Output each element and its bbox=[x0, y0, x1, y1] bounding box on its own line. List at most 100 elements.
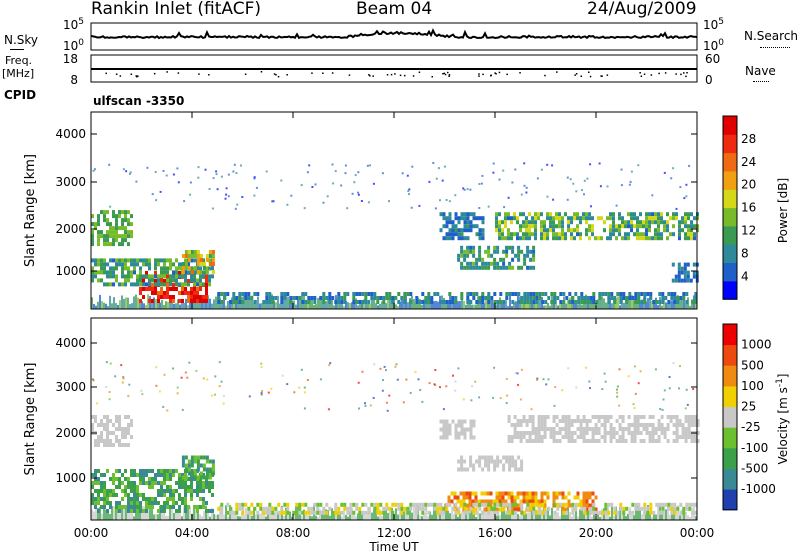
velocity-echo-cell bbox=[540, 427, 544, 431]
velocity-ytick-label: 2000 bbox=[55, 426, 86, 440]
velocity-echo-cell bbox=[552, 439, 556, 443]
velocity-far-echo bbox=[516, 372, 519, 375]
power-echo-cell bbox=[693, 236, 696, 241]
velocity-echo-cell bbox=[196, 509, 199, 513]
velocity-far-echo bbox=[202, 377, 205, 380]
velocity-echo-cell bbox=[448, 431, 452, 436]
power-far-echo bbox=[290, 194, 293, 197]
velocity-ground-scatter bbox=[425, 507, 427, 520]
velocity-echo-cell bbox=[250, 502, 254, 507]
velocity-echo-cell bbox=[211, 509, 214, 513]
velocity-far-echo bbox=[668, 387, 671, 390]
power-ground-scatter bbox=[649, 297, 651, 309]
power-ground-scatter bbox=[605, 302, 607, 309]
velocity-echo-cell bbox=[654, 427, 658, 431]
power-echo-cell bbox=[97, 218, 100, 223]
velocity-ground-scatter bbox=[611, 506, 613, 520]
power-echo-cell bbox=[178, 274, 181, 279]
velocity-echo-cell bbox=[514, 467, 518, 472]
power-echo-cell bbox=[582, 212, 585, 217]
power-echo-cell bbox=[142, 279, 145, 283]
power-ground-scatter bbox=[317, 297, 319, 309]
velocity-far-echo bbox=[382, 379, 384, 382]
power-echo-cell bbox=[211, 270, 215, 274]
power-echo-cell bbox=[127, 278, 130, 283]
power-echo-cell bbox=[680, 278, 684, 283]
power-ground-scatter bbox=[157, 298, 159, 309]
power-ground-scatter bbox=[181, 299, 183, 309]
velocity-echo-cell bbox=[103, 473, 106, 477]
velocity-echo-cell bbox=[262, 510, 266, 515]
velocity-echo-cell bbox=[133, 509, 136, 513]
power-colorbar-tick: 16 bbox=[741, 201, 756, 215]
power-echo-cell bbox=[100, 210, 103, 215]
velocity-echo-cell bbox=[633, 415, 637, 419]
power-echo-cell bbox=[157, 262, 160, 267]
power-echo-cell bbox=[484, 296, 488, 300]
velocity-echo-cell bbox=[154, 497, 157, 501]
velocity-echo-cell bbox=[459, 499, 463, 504]
power-echo-cell bbox=[663, 220, 666, 225]
power-echo-cell bbox=[181, 262, 185, 266]
noise-left-tick: 105 bbox=[63, 17, 84, 32]
power-ground-scatter bbox=[385, 303, 387, 309]
velocity-echo-cell bbox=[190, 459, 194, 464]
power-echo-cell bbox=[247, 296, 251, 300]
velocity-echo-cell bbox=[145, 481, 148, 485]
velocity-echo-cell bbox=[553, 502, 557, 507]
velocity-echo-cell bbox=[609, 415, 613, 419]
velocity-echo-cell bbox=[361, 502, 365, 507]
velocity-far-echo bbox=[303, 391, 306, 394]
power-echo-cell bbox=[484, 265, 488, 270]
velocity-echo-cell bbox=[130, 481, 133, 485]
noise-right-tick: 105 bbox=[703, 17, 724, 32]
velocity-far-echo bbox=[260, 393, 263, 396]
velocity-echo-cell bbox=[205, 459, 209, 464]
velocity-far-echo bbox=[659, 408, 662, 410]
power-echo-cell bbox=[469, 212, 473, 217]
power-echo-cell bbox=[184, 274, 187, 279]
velocity-echo-cell bbox=[534, 431, 538, 435]
power-echo-cell bbox=[534, 236, 537, 241]
power-ground-scatter bbox=[545, 305, 547, 309]
velocity-echo-cell bbox=[241, 510, 245, 515]
velocity-far-echo bbox=[662, 398, 665, 401]
power-ground-scatter bbox=[137, 297, 139, 309]
velocity-echo-cell bbox=[516, 495, 520, 500]
velocity-ground-scatter bbox=[523, 511, 525, 520]
power-echo-cell bbox=[526, 296, 530, 300]
power-echo-cell bbox=[597, 236, 600, 241]
power-echo-cell bbox=[670, 292, 674, 296]
nave-point bbox=[386, 74, 389, 76]
power-echo-cell bbox=[630, 212, 633, 217]
velocity-far-echo bbox=[634, 392, 637, 395]
velocity-echo-cell bbox=[133, 493, 136, 497]
power-ground-scatter bbox=[127, 297, 129, 309]
velocity-echo-cell bbox=[196, 489, 199, 493]
power-echo-cell bbox=[217, 300, 221, 304]
velocity-ground-scatter bbox=[471, 506, 473, 520]
power-echo-cell bbox=[352, 296, 356, 300]
power-echo-cell bbox=[109, 274, 112, 279]
power-far-echo bbox=[566, 176, 569, 179]
power-echo-cell bbox=[639, 224, 642, 229]
power-echo-cell bbox=[175, 266, 178, 271]
velocity-echo-cell bbox=[418, 502, 422, 507]
velocity-echo-cell bbox=[481, 510, 485, 515]
velocity-echo-cell bbox=[471, 507, 475, 512]
power-echo-cell bbox=[496, 265, 500, 270]
power-echo-cell bbox=[154, 279, 157, 283]
power-ground-scatter bbox=[287, 296, 289, 309]
power-echo-cell bbox=[508, 265, 512, 270]
power-echo-cell bbox=[519, 228, 522, 233]
velocity-echo-cell bbox=[597, 419, 601, 423]
power-echo-cell bbox=[517, 292, 521, 296]
velocity-echo-cell bbox=[100, 489, 103, 493]
power-echo-cell bbox=[109, 258, 112, 263]
velocity-far-echo bbox=[141, 393, 144, 396]
velocity-echo-cell bbox=[471, 499, 475, 504]
power-echo-cell bbox=[630, 224, 633, 229]
power-echo-cell bbox=[331, 296, 335, 300]
power-echo-cell bbox=[576, 224, 579, 229]
power-echo-cell bbox=[466, 245, 470, 250]
